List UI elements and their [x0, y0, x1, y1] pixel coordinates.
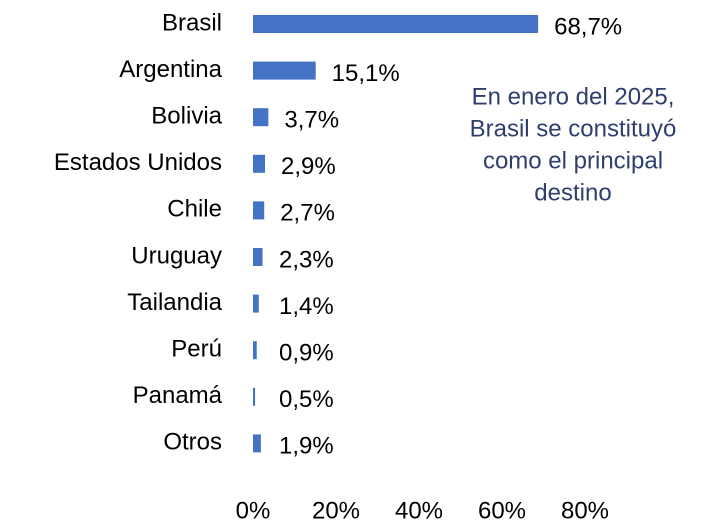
x-tick-label: 40%: [395, 497, 443, 522]
annotation: destino: [534, 179, 611, 206]
value-label: 68,7%: [554, 13, 622, 40]
bar: [253, 341, 257, 360]
value-label: 2,7%: [280, 200, 335, 227]
bar: [253, 387, 256, 406]
x-tick-label: 20%: [312, 497, 360, 522]
x-tick-label: 0%: [236, 497, 271, 522]
bar: [253, 248, 263, 266]
value-label: 1,9%: [279, 433, 334, 460]
category-label: Otros: [163, 429, 222, 456]
value-label: 2,3%: [279, 246, 334, 273]
bar: [253, 434, 261, 453]
bar: [253, 294, 259, 313]
annotation: como el principal: [483, 147, 663, 174]
category-label: Bolivia: [151, 103, 222, 130]
x-tick-label: 60%: [478, 497, 526, 522]
category-label: Brasil: [162, 9, 222, 36]
annotation: Brasil se constituyó: [470, 115, 677, 142]
value-label: 3,7%: [284, 107, 339, 134]
bar: [253, 201, 265, 220]
category-label: Uruguay: [131, 242, 222, 269]
category-label: Chile: [167, 196, 222, 223]
category-label: Perú: [171, 336, 222, 363]
value-label: 0,5%: [279, 386, 334, 413]
category-label: Tailandia: [127, 289, 222, 316]
value-label: 15,1%: [332, 60, 400, 87]
bar: [253, 154, 266, 173]
bar: [253, 61, 316, 80]
bar: [253, 108, 269, 127]
annotation: En enero del 2025,: [472, 83, 675, 110]
category-label: Estados Unidos: [54, 149, 222, 176]
value-label: 1,4%: [279, 293, 334, 320]
category-label: Argentina: [119, 56, 222, 83]
category-label: Panamá: [133, 382, 223, 409]
bar: [253, 15, 539, 33]
value-label: 2,9%: [281, 153, 336, 180]
x-tick-label: 80%: [561, 497, 609, 522]
value-label: 0,9%: [279, 340, 334, 367]
